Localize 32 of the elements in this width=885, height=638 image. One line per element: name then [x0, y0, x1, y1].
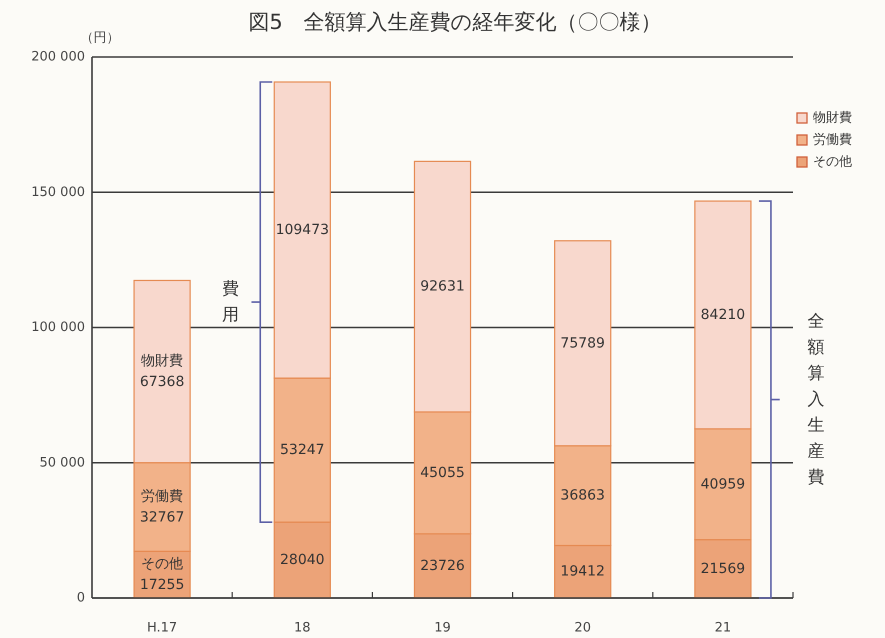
y-tick-label: 150 000	[31, 184, 85, 200]
data-label: 物財費 67368	[140, 353, 184, 390]
data-label: 40959	[700, 476, 746, 492]
legend-label: 労働費	[813, 132, 852, 148]
legend-label: その他	[813, 154, 852, 170]
y-tick-label: 100 000	[31, 320, 85, 335]
data-label: 75789	[560, 335, 605, 352]
data-label: 109473	[276, 222, 330, 238]
data-label: 92631	[420, 278, 465, 295]
x-tick-label: 21	[714, 620, 732, 636]
legend-label: 物財費	[813, 110, 852, 126]
y-tick-label: 200 000	[31, 50, 85, 64]
data-label: 45055	[420, 464, 465, 481]
data-label: 28040	[280, 552, 325, 568]
data-label: 36863	[560, 488, 605, 504]
y-tick-label: 50 000	[40, 455, 85, 470]
y-axis-title: （円）	[80, 30, 120, 46]
x-tick-label: 18	[294, 620, 311, 636]
data-label: 19412	[560, 564, 605, 580]
y-tick-label: 0	[76, 590, 85, 606]
data-label: 23726	[420, 558, 465, 574]
annotation: 費用	[222, 279, 239, 326]
chart-title: 図5 全額算入生産費の経年変化（〇〇様）	[248, 10, 662, 34]
data-label: 53247	[280, 442, 325, 458]
x-tick-label: 20	[574, 620, 591, 636]
x-tick-label: 19	[434, 620, 451, 636]
annotation: 全額算入生産費	[807, 312, 824, 488]
data-label: 84210	[700, 306, 746, 323]
data-label: 21569	[700, 560, 746, 577]
data-label: その他 17255	[140, 556, 184, 594]
x-tick-label: H.17	[146, 620, 178, 636]
data-label: 労働費 32767	[140, 488, 184, 526]
